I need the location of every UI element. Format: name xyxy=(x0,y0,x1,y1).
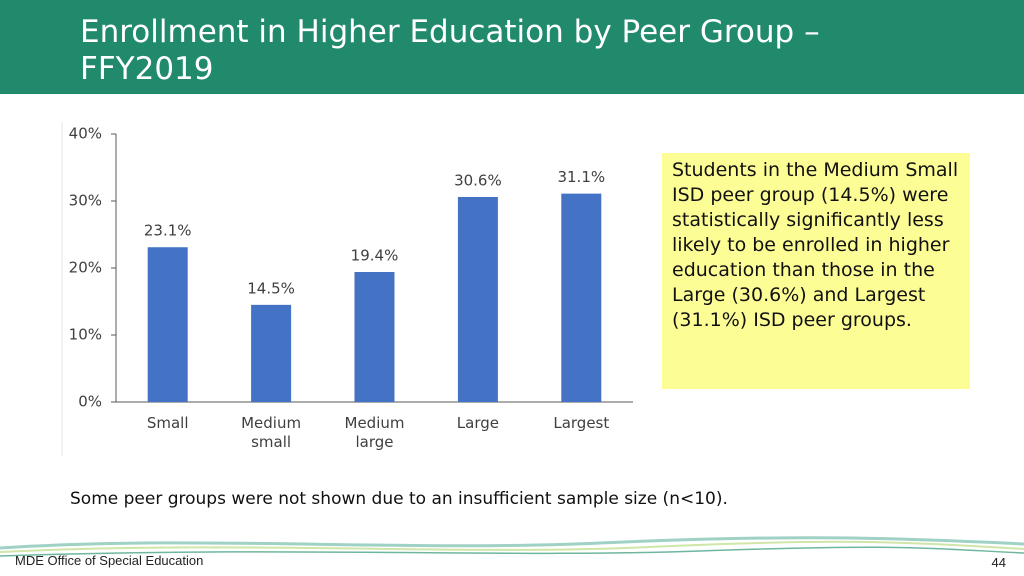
footer-wave xyxy=(0,546,1024,557)
y-tick-label: 0% xyxy=(78,393,102,411)
x-tick-label: Largest xyxy=(553,414,610,432)
footnote: Some peer groups were not shown due to a… xyxy=(70,489,728,509)
x-tick-label: Medium large xyxy=(344,414,405,451)
footer-text: MDE Office of Special Education xyxy=(15,553,204,568)
y-tick-label: 30% xyxy=(69,192,102,210)
footer-wave xyxy=(0,540,1024,553)
y-tick-label: 10% xyxy=(69,326,102,344)
bar xyxy=(457,196,498,402)
bar xyxy=(354,272,395,402)
bar xyxy=(561,193,602,402)
data-label: 30.6% xyxy=(454,171,502,189)
data-label: 31.1% xyxy=(557,168,605,186)
page-number: 44 xyxy=(991,555,1006,570)
x-tick-label: Large xyxy=(456,414,499,432)
slide-title: Enrollment in Higher Education by Peer G… xyxy=(80,14,820,87)
bar xyxy=(251,304,292,402)
y-tick-label: 40% xyxy=(69,125,102,143)
y-tick-label: 20% xyxy=(69,259,102,277)
x-tick-label: Medium small xyxy=(241,414,302,451)
data-label: 14.5% xyxy=(247,279,295,297)
callout: Students in the Medium Small ISD peer gr… xyxy=(662,153,970,389)
x-tick-label: Small xyxy=(146,414,189,432)
data-label: 23.1% xyxy=(144,222,192,240)
data-label: 19.4% xyxy=(351,247,399,265)
bar xyxy=(147,247,188,402)
footer-wave xyxy=(0,536,1024,550)
header-band: Enrollment in Higher Education by Peer G… xyxy=(0,0,1024,94)
